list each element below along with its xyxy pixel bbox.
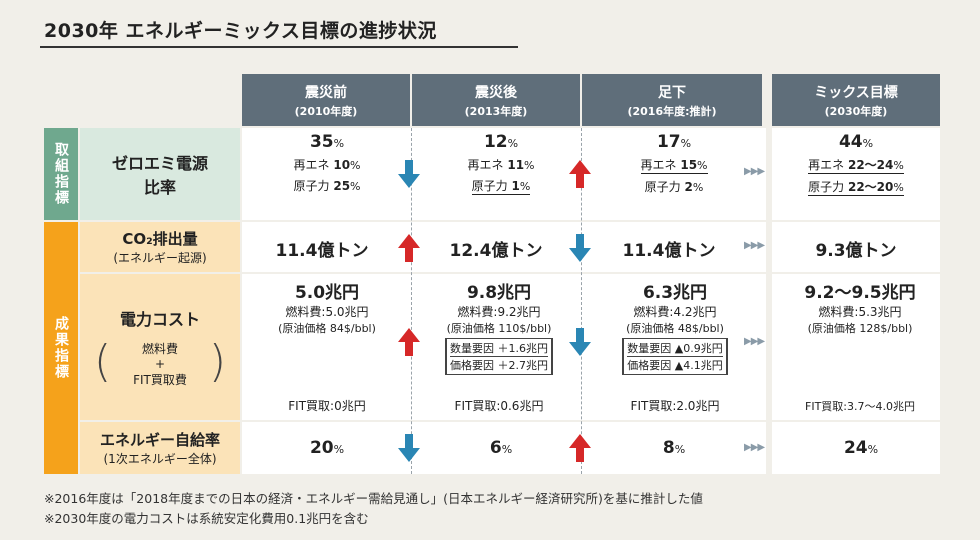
factor-box: 数量要因 ＋1.6兆円 価格要因 ＋2.7兆円 — [445, 338, 553, 375]
up-arrow-icon — [569, 160, 591, 188]
col-header-after: 震災後 (2013年度) — [412, 74, 580, 126]
down-arrow-icon — [569, 328, 591, 356]
row-label-cost: 電力コスト 燃料費 + FIT買取費 ( ) — [80, 274, 240, 420]
footnote-1: ※2016年度は「2018年度までの日本の経済・エネルギー需給見通し」(日本エネ… — [44, 491, 703, 506]
data-bg-row3 — [242, 274, 940, 420]
self-cell-2016: 8% — [662, 438, 686, 458]
co2-cell-2030: 9.3億トン — [815, 241, 897, 261]
up-arrow-icon — [398, 234, 420, 262]
cost-cell-2016: 6.3兆円 燃料費:4.2兆円 (原油価格 48$/bbl) 数量要因 ▲0.9… — [600, 278, 750, 418]
col-sub: (2016年度:推計) — [627, 105, 717, 118]
co2-cell-2013: 12.4億トン — [449, 241, 543, 261]
co2-cell-2010: 11.4億トン — [275, 241, 369, 261]
co2-cell-2016: 11.4億トン — [622, 241, 716, 261]
self-cell-2010: 20% — [309, 438, 345, 458]
chevrons-icon: ▶▶▶ — [744, 166, 765, 177]
row-label-self: エネルギー自給率 (1次エネルギー全体) — [80, 422, 240, 474]
col-name: 足下 — [658, 85, 686, 101]
chevrons-icon: ▶▶▶ — [744, 336, 765, 347]
col-divider — [581, 128, 582, 474]
factor-box: 数量要因 ▲0.9兆円 価格要因 ▲4.1兆円 — [622, 338, 728, 375]
self-cell-2013: 6% — [489, 438, 513, 458]
down-arrow-icon — [569, 234, 591, 262]
row-label-co2: CO₂排出量 (エネルギー起源) — [80, 222, 240, 272]
cost-cell-2010: 5.0兆円 燃料費:5.0兆円 (原油価格 84$/bbl) FIT買取:0兆円 — [278, 283, 376, 413]
zero-emi-cell-2016: 17% 再エネ 15% 原子力 2% — [640, 132, 708, 194]
chevrons-icon: ▶▶▶ — [744, 240, 765, 251]
page-title: 2030年 エネルギーミックス目標の進捗状況 — [44, 20, 437, 42]
up-arrow-icon — [398, 328, 420, 356]
data-bg-row1 — [242, 128, 940, 220]
col-header-current: 足下 (2016年度:推計) — [582, 74, 762, 126]
zero-emi-cell-2010: 35% 再エネ 10% 原子力 25% — [293, 132, 361, 193]
paren-right: ) — [208, 336, 226, 387]
data-bg-row4 — [242, 422, 940, 474]
cost-cell-2013: 9.8兆円 燃料費:9.2兆円 (原油価格 110$/bbl) 数量要因 ＋1.… — [445, 283, 553, 413]
col-header-before: 震災前 (2010年度) — [242, 74, 410, 126]
footnote-2: ※2030年度の電力コストは系統安定化費用0.1兆円を含む — [44, 511, 369, 526]
cost-cell-2030: 9.2～9.5兆円 燃料費:5.3兆円 (原油価格 128$/bbl) FIT買… — [804, 283, 916, 413]
zero-emi-cell-2013: 12% 再エネ 11% 原子力 1% — [467, 132, 535, 195]
down-arrow-icon — [398, 434, 420, 462]
group-label-seika: 成果指標 — [44, 222, 78, 474]
row-label-zero-emi: ゼロエミ電源 比率 — [80, 128, 240, 220]
col-name: ミックス目標 — [814, 85, 898, 101]
zero-emi-cell-2030: 44% 再エネ 22～24% 原子力 22～20% — [808, 132, 904, 196]
col-sub: (2013年度) — [464, 105, 528, 118]
col-header-target: ミックス目標 (2030年度) — [772, 74, 940, 126]
group-label-torikumi: 取組指標 — [44, 128, 78, 220]
down-arrow-icon — [398, 160, 420, 188]
col-name: 震災前 — [305, 85, 347, 101]
col-sub: (2010年度) — [294, 105, 358, 118]
col-name: 震災後 — [475, 85, 517, 101]
progress-table: 震災前 (2010年度) 震災後 (2013年度) 足下 (2016年度:推計)… — [44, 74, 940, 474]
col-sub: (2030年度) — [824, 105, 888, 118]
data-bg-row2 — [242, 222, 940, 272]
self-cell-2030: 24% — [843, 438, 879, 458]
chevrons-icon: ▶▶▶ — [744, 442, 765, 453]
col-divider — [766, 74, 772, 474]
title-underline — [40, 46, 518, 48]
paren-left: ( — [94, 336, 112, 387]
col-divider — [411, 128, 412, 474]
up-arrow-icon — [569, 434, 591, 462]
